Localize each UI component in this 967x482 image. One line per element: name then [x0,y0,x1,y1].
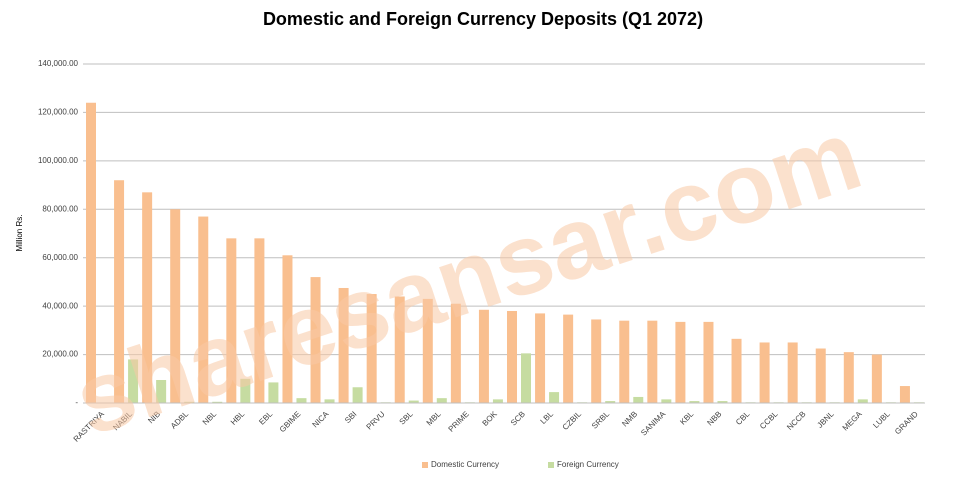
bar [240,378,251,403]
bar [661,399,672,403]
bar [492,399,503,403]
bar [366,294,377,403]
y-tick-label: 20,000.00 [42,350,78,359]
chart-title: Domestic and Foreign Currency Deposits (… [263,9,703,29]
y-tick-label: 100,000.00 [38,156,79,165]
y-tick-label: - [75,398,78,407]
bar [198,216,209,403]
bar [689,401,700,403]
bar [731,338,742,403]
bar [535,313,546,403]
y-tick-label: 80,000.00 [42,204,78,213]
bar [549,392,560,403]
bar [86,102,96,403]
bar [675,321,686,403]
bar [114,180,125,403]
bar [282,255,293,403]
bar [619,320,630,403]
y-axis-label: Million Rs. [15,215,24,252]
bar [843,352,854,403]
y-tick-label: 140,000.00 [38,59,79,68]
bar [899,386,910,403]
bar [352,387,363,403]
bar [338,287,349,403]
bar [787,342,798,403]
bar [156,379,167,403]
legend-label: Foreign Currency [557,460,619,469]
bar [703,321,714,403]
bar [324,399,335,403]
legend-swatch [422,462,428,468]
bar [310,277,321,403]
legend-swatch [548,462,554,468]
y-tick-label: 60,000.00 [42,253,78,262]
bar [815,348,826,403]
bar [717,401,728,403]
bar [128,359,139,403]
bar [268,382,279,403]
bar [647,320,658,403]
bar [605,401,616,403]
legend-label: Domestic Currency [431,460,499,469]
bar [521,353,531,403]
bar [478,309,489,403]
bar [408,400,419,403]
bar [436,398,447,403]
bar [226,238,237,403]
bar [212,401,223,403]
bar [450,303,461,403]
bar [871,354,882,403]
bar [142,192,153,403]
bar [254,238,265,403]
bar [633,396,644,403]
bar [591,319,602,403]
bar [857,399,868,403]
bar [507,310,517,403]
y-tick-label: 40,000.00 [42,301,78,310]
bar [422,298,433,403]
bar [184,401,195,403]
bar [563,314,574,403]
bar [296,398,307,403]
bar [759,342,770,403]
y-tick-label: 120,000.00 [38,108,79,117]
bar [170,209,181,403]
bar [394,296,405,403]
